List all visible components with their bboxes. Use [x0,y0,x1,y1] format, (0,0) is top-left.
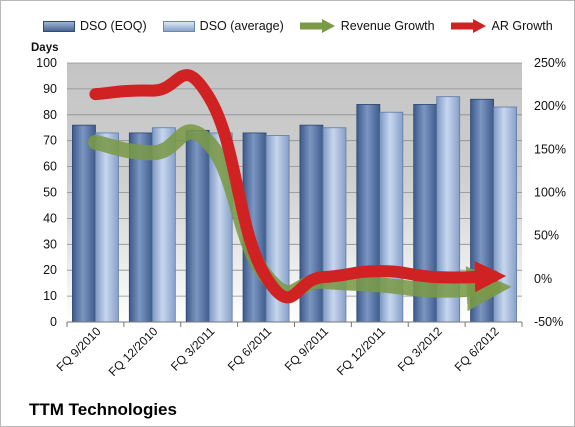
x-tick-label: FQ 3/2011 [168,324,218,374]
right-tick-label: 250% [534,56,566,70]
left-tick-label: 60 [43,160,57,174]
green-arrow-icon [299,19,335,33]
x-tick-label: FQ 3/2012 [395,324,445,374]
legend-label-dso-average: DSO (average) [199,19,284,33]
legend-label-dso-eoq: DSO (EOQ) [80,19,147,33]
left-axis-ticks: 0 10 20 30 40 50 60 70 80 90 100 [36,56,57,329]
right-tick-label: 200% [534,99,566,113]
left-tick-label: 30 [43,237,57,251]
bar-dso-average [95,132,119,323]
x-tick-label: FQ 6/2011 [225,324,275,374]
right-tick-label: -50% [534,315,563,329]
y-axis-title: Days [31,42,59,54]
left-tick-label: 70 [43,134,57,148]
left-tick-label: 20 [43,263,57,277]
legend-item-ar-growth: AR Growth [450,19,553,33]
bar-dso-eoq [185,129,210,323]
bar-dso-average [322,127,347,323]
right-tick-label: 50% [534,229,559,243]
left-tick-label: 100 [36,56,57,70]
left-tick-label: 50 [43,186,57,200]
right-tick-label: 100% [534,186,566,200]
legend-item-dso-eoq: DSO (EOQ) [43,19,147,33]
x-tick-label: FQ 9/2010 [54,324,104,374]
growth-lines [87,69,512,312]
company-name: TTM Technologies [29,400,177,419]
legend-swatch-dso-average [162,20,195,32]
legend: DSO (EOQ) DSO (average) Revenue Growth A… [43,15,569,37]
x-tick-label: FQ 12/2010 [106,324,161,379]
left-tick-label: 40 [43,211,57,225]
bar-dso-eoq [72,124,96,323]
legend-item-revenue-growth: Revenue Growth [299,19,435,33]
left-tick-label: 80 [43,108,57,122]
x-axis-ticks: FQ 9/2010 FQ 12/2010 FQ 3/2011 FQ 6/2011 FQ … [54,322,523,379]
legend-label-revenue-growth: Revenue Growth [340,19,435,33]
x-tick-label: FQ 6/2012 [452,324,502,374]
x-tick-label: FQ 9/2011 [282,324,332,374]
right-tick-label: 0% [534,272,552,286]
legend-label-ar-growth: AR Growth [491,19,553,33]
right-axis-ticks: -50% 0% 50% 100% 150% 200% 250% [534,56,566,329]
legend-item-dso-average: DSO (average) [162,19,284,33]
left-tick-label: 10 [43,289,57,303]
right-tick-label: 150% [534,142,566,156]
left-tick-label: 0 [50,315,57,329]
red-arrow-icon [450,19,486,33]
bar-dso-eoq [128,132,153,323]
line-ar-growth [89,69,507,304]
legend-swatch-dso-eoq [43,20,75,32]
left-tick-label: 90 [43,82,57,96]
x-tick-label: FQ 12/2011 [334,324,388,378]
